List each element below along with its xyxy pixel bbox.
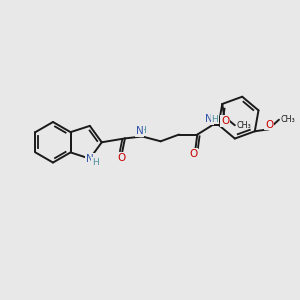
- Text: N: N: [136, 126, 143, 136]
- Text: O: O: [117, 153, 125, 163]
- Text: H: H: [92, 158, 98, 167]
- Text: H: H: [139, 126, 146, 135]
- Text: H: H: [211, 115, 218, 124]
- Text: O: O: [265, 119, 273, 130]
- Text: CH₃: CH₃: [281, 115, 296, 124]
- Text: CH₃: CH₃: [237, 121, 251, 130]
- Text: N: N: [205, 114, 213, 124]
- Text: O: O: [189, 149, 198, 159]
- Text: O: O: [221, 116, 229, 126]
- Text: N: N: [86, 154, 94, 164]
